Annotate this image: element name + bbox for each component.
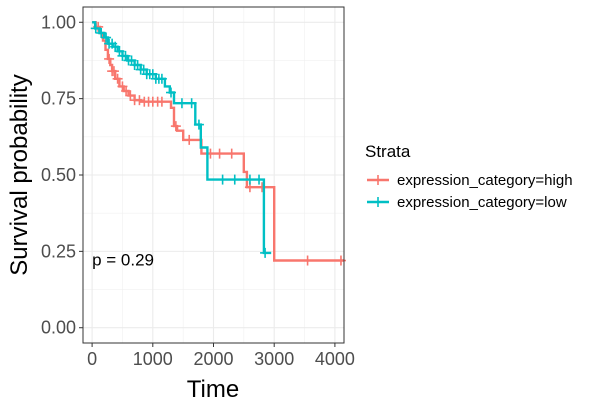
x-tick-label: 2000 — [193, 349, 233, 369]
legend-key — [367, 197, 389, 207]
legend-title: Strata — [365, 142, 411, 161]
x-axis-title: Time — [187, 376, 239, 403]
series-low — [90, 21, 272, 258]
p-value-annotation: p = 0.29 — [92, 251, 154, 270]
y-tick-label: 0.75 — [41, 89, 76, 109]
x-tick-label: 0 — [87, 349, 97, 369]
y-axis-title: Survival probability — [6, 74, 33, 275]
y-tick-label: 0.25 — [41, 241, 76, 261]
legend-label: expression_category=low — [397, 194, 567, 211]
axes: 0 1000 2000 3000 4000 0.00 0.25 0.50 0.75 1.00 — [41, 12, 355, 369]
x-tick-label: 1000 — [133, 349, 173, 369]
y-tick-label: 0.00 — [41, 318, 76, 338]
grid — [83, 7, 344, 343]
legend: Strata expression_category=high expressio… — [365, 142, 573, 211]
x-tick-label: 4000 — [315, 349, 355, 369]
series-layer — [90, 21, 346, 266]
x-tick-label: 3000 — [254, 349, 294, 369]
legend-label: expression_category=high — [397, 172, 573, 189]
legend-key — [367, 175, 389, 185]
y-tick-label: 1.00 — [41, 12, 76, 32]
y-tick-label: 0.50 — [41, 165, 76, 185]
